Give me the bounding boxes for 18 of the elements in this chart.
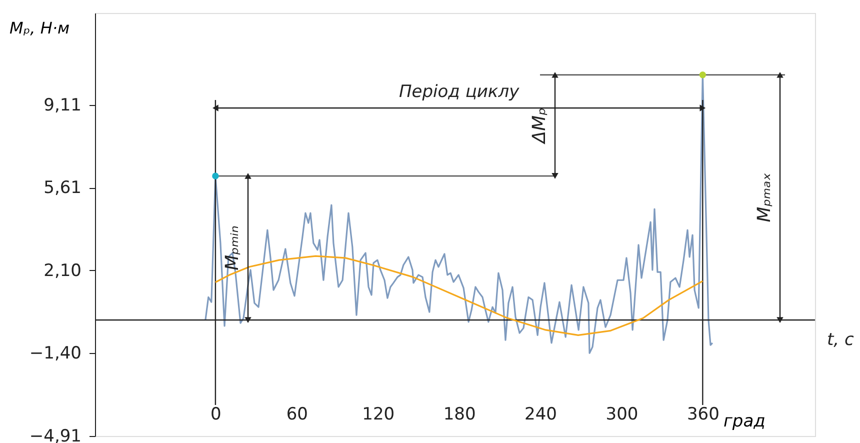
annotation: Період циклу <box>398 82 520 102</box>
y-tick-label: 2,10 <box>44 260 82 281</box>
y-tick-label: 5,61 <box>44 178 82 198</box>
x-axis-title: град <box>724 412 766 432</box>
x-tick-label: 360 <box>686 404 720 424</box>
ref-line-label: t, c <box>827 330 854 350</box>
x-tick-label: 240 <box>524 404 557 424</box>
x-tick-label: 300 <box>606 404 638 424</box>
y-tick-label: −1,40 <box>29 344 82 364</box>
x-tick-label: 60 <box>286 404 308 424</box>
y-tick-label: 9,11 <box>44 95 82 116</box>
x-tick-label: 120 <box>362 404 395 424</box>
y-axis-title: Mₚ, Н·м <box>10 18 70 38</box>
x-tick-label: 180 <box>443 404 476 424</box>
annotation: Mₚₘᵢₙ <box>222 226 243 270</box>
annotation: ΔMₚ <box>529 107 550 146</box>
x-tick-label: 0 <box>210 404 222 424</box>
annotation: Mₚₘₐₓ <box>754 172 775 222</box>
